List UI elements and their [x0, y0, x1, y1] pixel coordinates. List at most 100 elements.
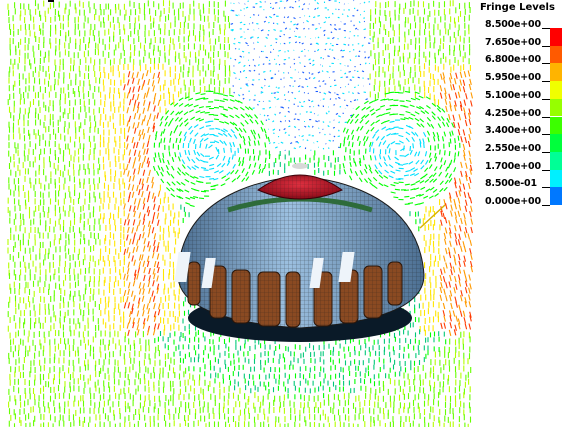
flow-vector [457, 197, 461, 204]
flow-vector [148, 225, 152, 232]
flow-vector [434, 193, 439, 197]
flow-vector [385, 112, 391, 115]
flow-vector [443, 288, 446, 295]
flow-vector [200, 133, 206, 138]
flow-vector [147, 209, 151, 217]
flow-vector [260, 86, 264, 89]
flow-vector [146, 176, 149, 184]
flow-vector [329, 98, 332, 100]
flow-vector [293, 126, 297, 128]
flow-vector [307, 125, 310, 128]
flow-vector [328, 110, 330, 113]
flow-vector [442, 212, 446, 220]
flow-vector [127, 183, 131, 190]
flow-vector [148, 275, 151, 282]
flow-vector [437, 116, 441, 122]
flow-vector [349, 161, 352, 168]
flow-vector [361, 44, 364, 47]
flow-vector [442, 72, 446, 79]
flow-vector [147, 307, 151, 315]
flow-vector [181, 164, 186, 169]
flow-vector [426, 117, 432, 122]
flow-vector [225, 177, 230, 182]
flow-vector [146, 303, 149, 310]
flow-vector [152, 122, 156, 129]
flow-vector [464, 275, 468, 282]
flow-vector [413, 168, 418, 172]
flow-vector [153, 260, 157, 268]
flow-vector [181, 159, 186, 165]
legend-tick [542, 134, 550, 136]
flow-vector [176, 180, 181, 186]
flow-vector [146, 315, 150, 322]
flow-vector [260, 126, 264, 132]
flow-vector [374, 129, 380, 134]
flow-vector [273, 13, 276, 16]
flow-vector [468, 127, 472, 135]
flow-vector [199, 138, 204, 143]
flow-vector [464, 136, 468, 144]
flow-vector [162, 158, 165, 164]
flow-vector [173, 128, 177, 134]
flow-vector [343, 141, 346, 147]
flow-vector [414, 132, 419, 137]
flow-vector [138, 212, 142, 219]
flow-vector [440, 219, 443, 226]
flow-vector [218, 105, 225, 108]
flow-vector [153, 311, 157, 318]
canopy-panel-mesh [232, 270, 250, 323]
flow-vector [325, 16, 328, 19]
flow-vector [306, 139, 309, 142]
flow-vector [458, 204, 462, 211]
flow-vector [244, 106, 250, 111]
flow-vector [157, 77, 161, 84]
flow-vector [157, 303, 161, 310]
flow-vector [147, 241, 150, 248]
flow-vector [379, 154, 382, 160]
flow-vector [141, 190, 144, 198]
flow-vector [448, 151, 451, 157]
flow-vector [142, 304, 146, 311]
legend-label: 8.500e-01 [485, 178, 537, 190]
flow-vector [459, 71, 463, 79]
flow-vector [340, 76, 343, 79]
flow-vector [420, 186, 426, 190]
flow-vector [297, 141, 300, 144]
flow-vector [132, 219, 136, 226]
flow-vector [272, 7, 275, 10]
flow-vector [205, 143, 208, 149]
flow-vector [469, 248, 472, 255]
flow-vector [220, 113, 226, 116]
parachute-canopy [174, 163, 446, 342]
flow-vector [157, 99, 161, 106]
flow-vector [131, 307, 134, 315]
flow-vector [332, 139, 335, 142]
flow-vector [449, 294, 452, 302]
flow-vector [157, 266, 160, 274]
flow-vector [440, 73, 443, 80]
flow-vector [463, 317, 467, 324]
flow-vector [166, 181, 171, 186]
flow-vector [393, 196, 399, 199]
flow-vector [390, 191, 396, 194]
flow-vector [459, 101, 463, 108]
legend-label: 0.000e+00 [485, 196, 541, 207]
flow-vector [175, 137, 178, 144]
flow-vector [318, 80, 320, 83]
flow-vector [265, 56, 268, 59]
flow-vector [410, 113, 416, 117]
flow-vector [422, 138, 425, 144]
flow-vector [215, 154, 220, 160]
flow-vector [156, 283, 160, 290]
flow-vector [465, 93, 468, 100]
flow-vector [420, 165, 425, 170]
flow-vector [414, 187, 420, 191]
flow-vector [184, 189, 190, 193]
flow-vector [220, 129, 226, 133]
flow-vector [284, 7, 286, 9]
flow-vector [141, 178, 145, 185]
flow-vector [179, 152, 182, 158]
flow-vector [423, 195, 429, 199]
legend-swatch [550, 28, 562, 46]
